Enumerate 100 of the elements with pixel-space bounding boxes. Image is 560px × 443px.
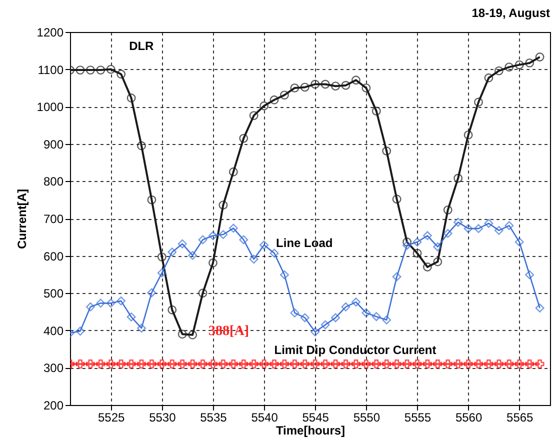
x-tick-label: 5560: [455, 410, 482, 424]
point: [504, 62, 514, 72]
x-tick-label: 5535: [200, 410, 228, 424]
point: [412, 359, 422, 368]
point: [96, 298, 106, 308]
point: [433, 359, 442, 368]
point: [218, 230, 228, 240]
y-tick-label: 700: [43, 212, 64, 226]
x-tick-label: 5555: [404, 410, 432, 424]
point: [300, 82, 310, 92]
point: [474, 98, 483, 107]
point: [280, 270, 289, 280]
point: [270, 95, 279, 104]
point: [331, 359, 340, 368]
point: [106, 359, 116, 368]
point: [341, 359, 350, 368]
point: [208, 359, 218, 368]
point: [168, 305, 177, 314]
point: [474, 359, 483, 368]
y-tick-label: 600: [43, 249, 64, 264]
point: [310, 359, 320, 368]
point: [300, 313, 310, 322]
point: [443, 359, 452, 368]
point: [351, 359, 360, 368]
x-tick-label: 5530: [149, 410, 176, 424]
x-tick-label: 5540: [251, 410, 278, 424]
point: [310, 327, 320, 336]
point: [126, 359, 136, 368]
point: [362, 308, 371, 318]
point: [454, 218, 463, 227]
series-label: DLR: [129, 39, 154, 54]
point: [270, 359, 279, 368]
y-tick-label: 1100: [38, 62, 64, 77]
point: [208, 258, 218, 268]
point: [382, 315, 392, 324]
point: [137, 141, 146, 150]
point: [147, 288, 156, 298]
point: [535, 359, 544, 368]
point: [239, 134, 248, 143]
x-tick-label: 5550: [353, 410, 380, 424]
point: [178, 359, 187, 368]
point: [464, 130, 473, 140]
point: [280, 359, 289, 368]
point: [260, 240, 269, 250]
point: [382, 359, 392, 368]
point: [525, 58, 534, 68]
point: [86, 359, 95, 368]
point: [126, 94, 136, 102]
point: [484, 73, 494, 82]
point: [116, 296, 126, 306]
annotation: 388[A]: [208, 324, 249, 339]
point: [147, 359, 156, 368]
point: [168, 359, 177, 368]
point: [137, 324, 146, 333]
point: [464, 359, 473, 368]
y-tick-label: 900: [43, 137, 64, 152]
point: [422, 231, 432, 240]
point: [76, 326, 85, 336]
point: [168, 248, 177, 257]
point: [494, 226, 504, 235]
point: [392, 359, 402, 368]
point: [96, 359, 106, 368]
point: [474, 224, 483, 234]
point: [76, 66, 85, 75]
point: [392, 272, 402, 282]
point: [280, 90, 289, 100]
point: [372, 106, 381, 116]
point: [331, 313, 340, 322]
point: [535, 304, 544, 312]
y-tick-label: 200: [43, 398, 64, 412]
point: [116, 70, 126, 79]
point: [228, 167, 238, 176]
point: [433, 257, 442, 266]
point: [218, 359, 228, 368]
point: [514, 60, 524, 70]
point: [341, 302, 350, 312]
point: [157, 268, 166, 278]
point: [494, 66, 504, 76]
point: [525, 270, 534, 280]
point: [454, 174, 463, 183]
point: [514, 238, 524, 246]
point: [270, 248, 279, 258]
point: [331, 82, 340, 91]
point: [402, 240, 412, 250]
point: [484, 218, 494, 228]
point: [249, 111, 258, 120]
point: [218, 200, 228, 210]
y-tick-label: 800: [43, 174, 64, 189]
point: [504, 221, 514, 230]
point: [208, 231, 218, 240]
point: [320, 80, 330, 89]
point: [464, 224, 473, 234]
x-tick-label: 5565: [506, 410, 534, 424]
point: [188, 250, 198, 260]
point: [86, 66, 95, 75]
x-tick-label: 5525: [98, 410, 126, 424]
point: [76, 359, 85, 368]
point: [290, 359, 300, 368]
point: [412, 238, 422, 246]
point: [443, 205, 452, 214]
